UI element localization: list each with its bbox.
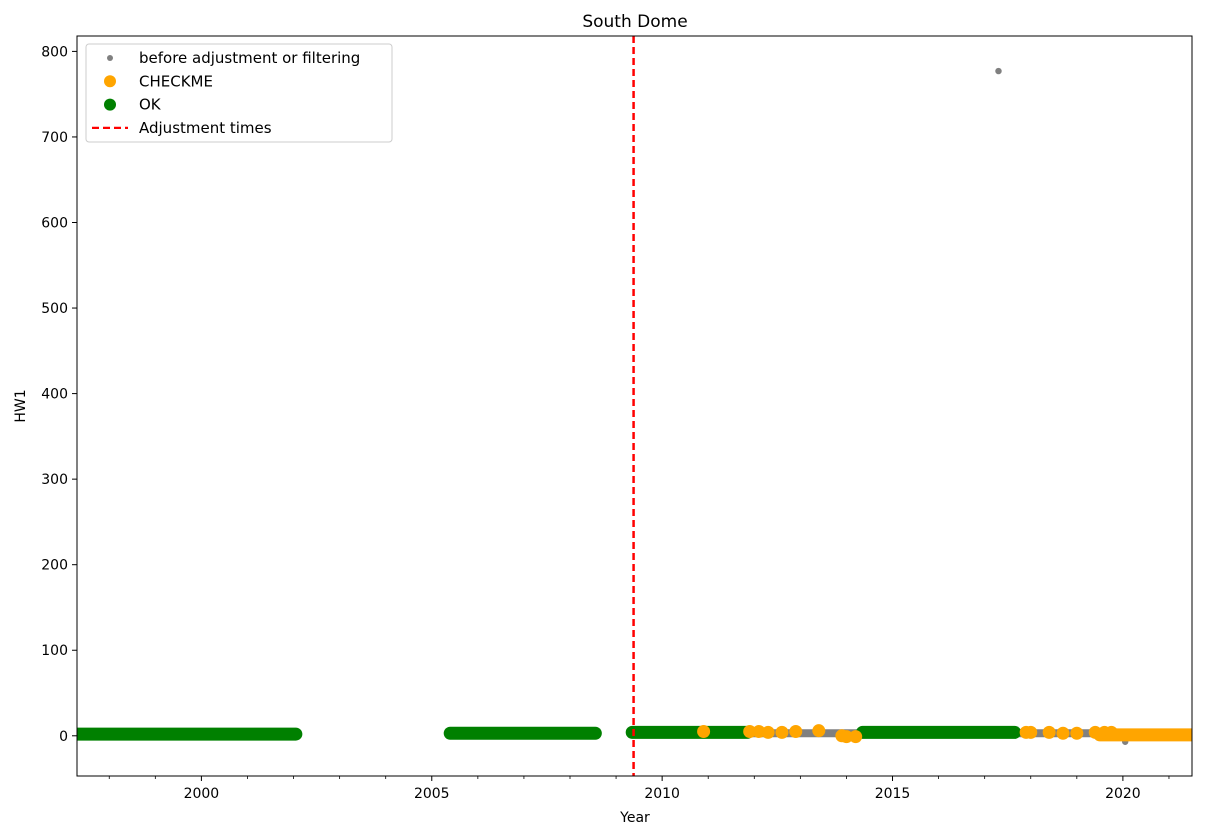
- x-tick-label: 2005: [414, 786, 450, 802]
- data-point-checkme-4: [775, 725, 789, 739]
- legend-label: OK: [139, 96, 162, 114]
- y-tick-label: 600: [41, 215, 68, 231]
- data-point-checkme-1: [743, 725, 757, 739]
- data-point-checkme-8: [839, 730, 853, 744]
- series-group: [77, 36, 1192, 776]
- data-point-checkme-14: [1070, 726, 1084, 740]
- legend-label: before adjustment or filtering: [139, 49, 360, 67]
- plot-frame: [76, 35, 1193, 777]
- y-tick-label: 500: [41, 301, 68, 317]
- chart-title: South Dome: [582, 12, 687, 32]
- y-tick-label: 700: [41, 130, 68, 146]
- y-axis: 0 100 200 300 400 500 600 700 800: [41, 44, 77, 745]
- data-point-checkme-9: [849, 730, 863, 744]
- x-tick-label: 2015: [875, 786, 911, 802]
- x-tick-label: 2020: [1105, 786, 1141, 802]
- y-tick-label: 200: [41, 558, 68, 574]
- legend: before adjustment or filtering CHECKME OK A…: [85, 43, 393, 143]
- x-axis: 2000 2005 2010 2015 2020: [108, 776, 1170, 802]
- data-point-checkme-15: [1088, 725, 1102, 739]
- y-axis-label: HW1: [13, 389, 29, 422]
- data-point-checkme-3: [761, 725, 775, 739]
- legend-marker: [104, 98, 116, 111]
- data-point-before-adjustment-or-filtering-0: [995, 67, 1002, 75]
- plot-area: [77, 36, 1192, 776]
- y-tick-label: 0: [59, 729, 68, 745]
- legend-marker: [104, 75, 116, 88]
- y-tick-label: 800: [41, 44, 68, 60]
- data-point-checkme-17: [1104, 725, 1118, 739]
- data-point-checkme-13: [1056, 726, 1070, 740]
- data-point-checkme-5: [789, 725, 803, 739]
- data-point-checkme-12: [1042, 725, 1056, 739]
- x-tick-label: 2010: [644, 786, 680, 802]
- x-axis-label: Year: [619, 810, 650, 826]
- y-tick-label: 100: [41, 643, 68, 659]
- data-point-checkme-6: [812, 724, 826, 738]
- data-point-checkme-11: [1024, 725, 1038, 739]
- y-tick-label: 300: [41, 472, 68, 488]
- x-tick-label: 2000: [184, 786, 220, 802]
- legend-box: [85, 43, 393, 143]
- legend-label: Adjustment times: [139, 119, 272, 137]
- data-point-checkme-0: [697, 725, 711, 739]
- legend-marker: [107, 55, 113, 61]
- legend-label: CHECKME: [139, 72, 213, 90]
- y-tick-label: 400: [41, 387, 68, 403]
